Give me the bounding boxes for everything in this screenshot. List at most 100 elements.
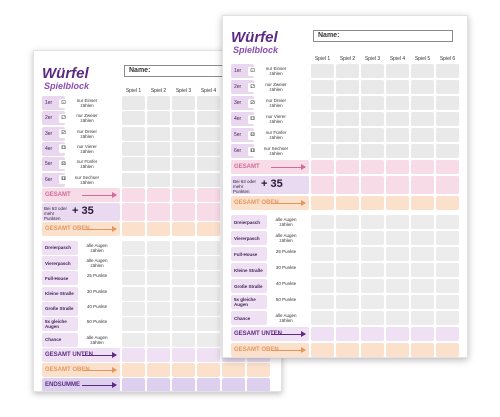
score-cell[interactable] (122, 347, 145, 362)
score-cell[interactable] (336, 231, 359, 245)
score-cell[interactable] (147, 126, 170, 141)
score-cell[interactable] (172, 301, 195, 316)
score-cell[interactable] (197, 256, 220, 270)
score-cell[interactable] (311, 215, 334, 229)
score-cell[interactable] (172, 203, 195, 222)
score-cell[interactable] (411, 160, 434, 174)
score-cell[interactable] (122, 332, 145, 347)
score-cell[interactable] (336, 215, 359, 229)
score-cell[interactable] (386, 160, 409, 174)
score-cell[interactable] (336, 96, 359, 110)
score-cell[interactable] (197, 172, 220, 187)
score-cell[interactable] (336, 176, 359, 194)
score-cell[interactable] (411, 263, 434, 277)
score-cell[interactable] (147, 317, 170, 332)
score-cell[interactable] (122, 203, 145, 222)
score-cell[interactable] (386, 144, 409, 158)
score-cell[interactable] (386, 80, 409, 94)
score-cell[interactable] (147, 332, 170, 347)
score-cell[interactable] (361, 176, 384, 194)
score-cell[interactable] (197, 222, 220, 237)
score-cell[interactable] (147, 96, 170, 110)
score-cell[interactable] (386, 343, 409, 357)
score-cell[interactable] (311, 144, 334, 158)
score-cell[interactable] (147, 157, 170, 172)
score-cell[interactable] (122, 286, 145, 301)
score-cell[interactable] (197, 96, 220, 110)
score-cell[interactable] (336, 196, 359, 210)
score-cell[interactable] (436, 128, 459, 142)
score-cell[interactable] (147, 286, 170, 301)
score-cell[interactable] (436, 80, 459, 94)
score-cell[interactable] (172, 157, 195, 172)
score-cell[interactable] (122, 126, 145, 141)
score-cell[interactable] (122, 240, 145, 255)
score-cell[interactable] (122, 187, 145, 202)
score-cell[interactable] (222, 363, 245, 378)
score-cell[interactable] (361, 96, 384, 110)
score-cell[interactable] (336, 263, 359, 277)
score-cell[interactable] (336, 295, 359, 309)
score-cell[interactable] (172, 126, 195, 141)
score-cell[interactable] (197, 332, 220, 347)
score-cell[interactable] (172, 96, 195, 110)
score-cell[interactable] (361, 279, 384, 293)
score-cell[interactable] (386, 279, 409, 293)
score-cell[interactable] (172, 141, 195, 156)
score-cell[interactable] (197, 378, 220, 391)
score-cell[interactable] (436, 295, 459, 309)
score-cell[interactable] (336, 144, 359, 158)
score-cell[interactable] (147, 378, 170, 391)
score-cell[interactable] (361, 160, 384, 174)
score-cell[interactable] (172, 271, 195, 286)
score-cell[interactable] (361, 128, 384, 142)
score-cell[interactable] (172, 378, 195, 391)
score-cell[interactable] (311, 128, 334, 142)
score-cell[interactable] (197, 240, 220, 255)
score-cell[interactable] (197, 203, 220, 222)
score-cell[interactable] (411, 295, 434, 309)
score-cell[interactable] (147, 271, 170, 286)
score-cell[interactable] (122, 378, 145, 391)
score-cell[interactable] (222, 378, 245, 391)
score-cell[interactable] (386, 196, 409, 210)
score-cell[interactable] (197, 286, 220, 301)
score-cell[interactable] (411, 311, 434, 325)
score-cell[interactable] (436, 144, 459, 158)
score-cell[interactable] (147, 240, 170, 255)
score-cell[interactable] (336, 64, 359, 78)
score-cell[interactable] (386, 263, 409, 277)
score-cell[interactable] (311, 311, 334, 325)
score-cell[interactable] (436, 343, 459, 357)
score-cell[interactable] (172, 187, 195, 202)
score-cell[interactable] (122, 271, 145, 286)
score-cell[interactable] (336, 112, 359, 126)
score-cell[interactable] (172, 347, 195, 362)
score-cell[interactable] (122, 222, 145, 237)
score-cell[interactable] (411, 80, 434, 94)
score-cell[interactable] (311, 343, 334, 357)
score-cell[interactable] (361, 247, 384, 261)
score-cell[interactable] (197, 317, 220, 332)
score-cell[interactable] (147, 141, 170, 156)
name-field[interactable]: Name: (313, 30, 453, 42)
score-cell[interactable] (436, 247, 459, 261)
score-cell[interactable] (411, 64, 434, 78)
score-cell[interactable] (311, 112, 334, 126)
score-cell[interactable] (436, 196, 459, 210)
score-cell[interactable] (361, 215, 384, 229)
score-cell[interactable] (197, 157, 220, 172)
score-cell[interactable] (361, 64, 384, 78)
score-cell[interactable] (436, 160, 459, 174)
score-cell[interactable] (172, 317, 195, 332)
score-cell[interactable] (122, 363, 145, 378)
score-cell[interactable] (361, 263, 384, 277)
score-cell[interactable] (436, 176, 459, 194)
score-cell[interactable] (436, 112, 459, 126)
score-cell[interactable] (172, 172, 195, 187)
score-cell[interactable] (197, 126, 220, 141)
score-cell[interactable] (386, 128, 409, 142)
score-cell[interactable] (436, 64, 459, 78)
score-cell[interactable] (361, 343, 384, 357)
score-cell[interactable] (122, 96, 145, 110)
